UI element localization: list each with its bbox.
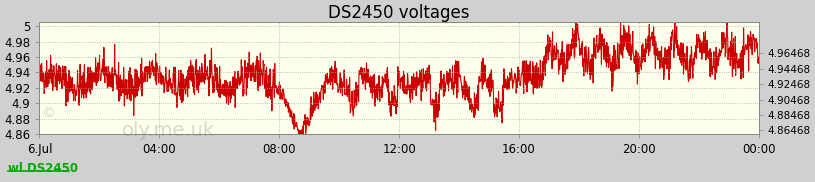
Text: oly.me.uk: oly.me.uk	[122, 122, 215, 141]
Text: ©: ©	[41, 107, 55, 121]
Title: DS2450 voltages: DS2450 voltages	[328, 4, 469, 22]
Text: wl DS2450: wl DS2450	[8, 162, 78, 175]
